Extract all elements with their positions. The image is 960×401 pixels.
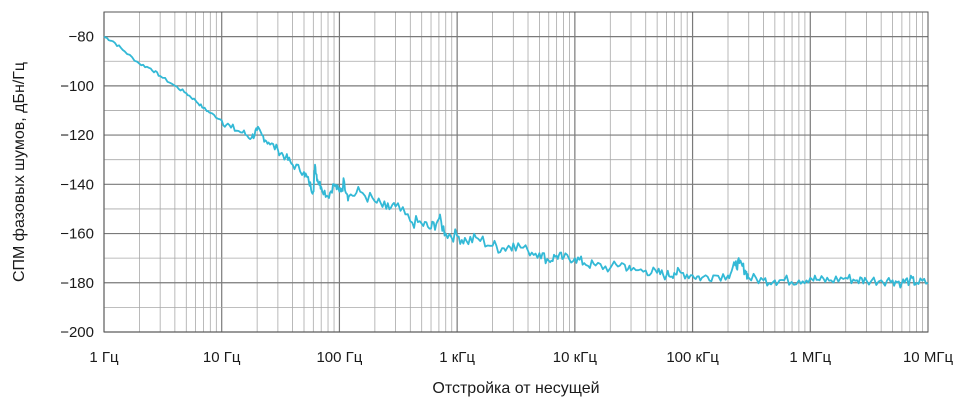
y-tick-labels: −80 −100 −120 −140 −160 −180 −200 <box>60 29 94 341</box>
y-tick-label: −160 <box>60 226 94 243</box>
x-tick-label: 1 МГц <box>789 349 831 366</box>
series-layer <box>103 35 929 289</box>
x-tick-label: 100 кГц <box>666 349 719 366</box>
x-tick-label: 1 Гц <box>89 349 119 366</box>
x-tick-labels: 1 Гц 10 Гц 100 Гц 1 кГц 10 кГц 100 кГц 1 МГц 10… <box>89 349 953 366</box>
x-tick-label: 10 кГц <box>553 349 598 366</box>
plot-frame <box>103 11 929 333</box>
x-axis-title: Отстройка от несущей <box>432 380 599 397</box>
x-tick-label: 10 Гц <box>203 349 241 366</box>
grid <box>103 11 928 333</box>
y-tick-label: −140 <box>60 176 94 193</box>
x-tick-label: 100 Гц <box>316 349 362 366</box>
y-tick-label: −180 <box>60 275 94 292</box>
y-tick-label: −200 <box>60 324 94 341</box>
y-axis-title: СПМ фазовых шумов, дБн/Гц <box>11 62 28 282</box>
x-tick-label: 10 МГц <box>903 349 953 366</box>
x-tick-label: 1 кГц <box>439 349 475 366</box>
y-tick-label: −80 <box>69 29 94 46</box>
y-tick-label: −120 <box>60 127 94 144</box>
y-tick-label: −100 <box>60 78 94 95</box>
phase-noise-series-line <box>103 35 929 289</box>
